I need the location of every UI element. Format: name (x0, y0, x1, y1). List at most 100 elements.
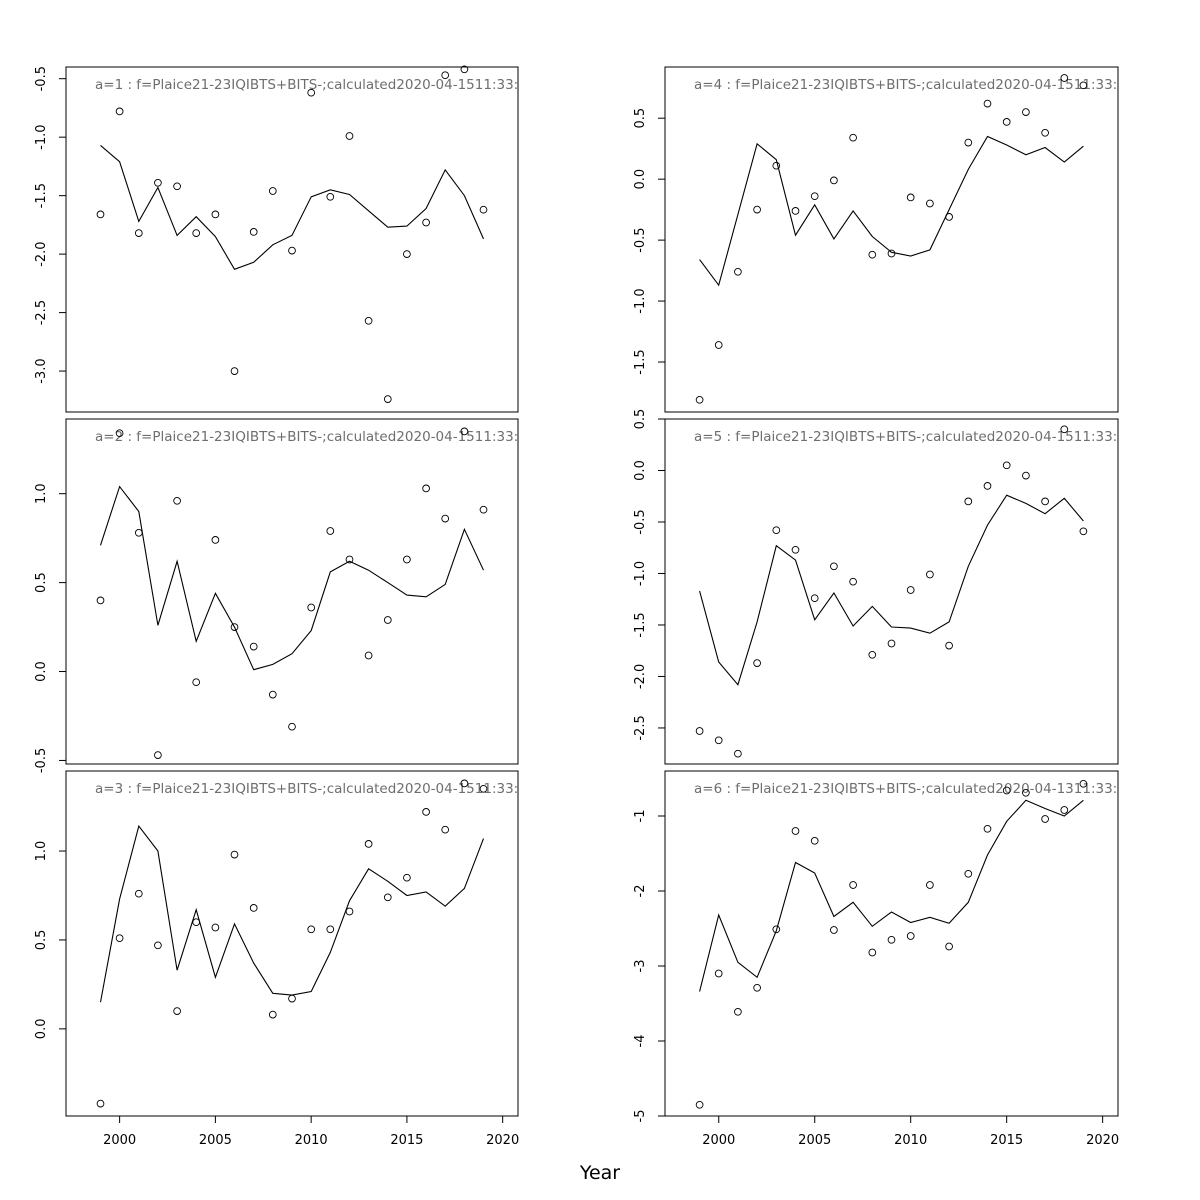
y-tick-label: 0.5 (34, 572, 49, 593)
data-point (1002, 118, 1011, 126)
y-tick-label: -0.5 (633, 227, 648, 252)
plot-frame (65, 418, 519, 765)
data-point (1022, 471, 1030, 480)
data-point (1002, 461, 1011, 470)
data-point (383, 616, 392, 624)
y-tick-label: -0.5 (34, 748, 49, 773)
panel-title: a=4 : f=Plaice21-23IQIBTS+BITS-;calculat… (694, 77, 1117, 93)
data-point (849, 133, 857, 142)
data-point (307, 88, 316, 97)
data-point (268, 690, 277, 699)
y-tick-label: -2 (633, 885, 648, 898)
y-tick-label: -3.0 (34, 358, 49, 383)
data-point (249, 642, 258, 651)
panel-5: a=5 : f=Plaice21-23IQIBTS+BITS-;calculat… (633, 409, 1119, 765)
data-point (791, 545, 800, 554)
y-tick-label: -1.5 (633, 349, 648, 374)
data-point (772, 925, 781, 934)
data-point (926, 570, 934, 579)
y-tick-label: 1.0 (34, 483, 49, 504)
data-point (479, 505, 488, 514)
data-point (479, 784, 488, 793)
data-point (1022, 108, 1030, 116)
data-point (460, 779, 469, 788)
fitted-line (699, 135, 1084, 287)
data-point (154, 751, 162, 759)
fitted-line (99, 485, 484, 671)
plot-frame (664, 418, 1119, 765)
data-point (96, 1099, 105, 1108)
data-point (906, 193, 915, 202)
x-tick-label: 2005 (199, 1133, 232, 1148)
data-point (326, 925, 335, 934)
y-tick-label: -2.0 (34, 241, 49, 266)
data-point (230, 623, 239, 631)
y-tick-label: -0.5 (633, 509, 648, 534)
data-point (849, 881, 857, 889)
data-point (810, 192, 819, 201)
x-axis-title: Year (579, 1162, 620, 1184)
panel-title: a=5 : f=Plaice21-23IQIBTS+BITS-;calculat… (694, 429, 1117, 445)
data-point (791, 207, 800, 215)
data-point (441, 71, 450, 80)
data-point (753, 205, 761, 214)
data-point (383, 893, 392, 902)
data-point (134, 889, 143, 898)
x-tick-label: 2015 (990, 1133, 1023, 1148)
data-point (96, 210, 105, 219)
data-point (326, 527, 335, 535)
data-point (134, 229, 143, 237)
data-point (288, 994, 296, 1003)
data-point (810, 594, 819, 603)
data-point (1002, 786, 1011, 795)
panel-title: a=1 : f=Plaice21-23IQIBTS+BITS-;calculat… (95, 77, 518, 93)
data-point (115, 934, 124, 943)
data-point (791, 827, 800, 835)
data-point (364, 651, 373, 660)
plot-frame (664, 66, 1119, 413)
fitted-line (699, 799, 1084, 992)
data-point (945, 942, 953, 951)
data-point (173, 496, 181, 505)
data-point (734, 267, 742, 276)
data-point (714, 341, 723, 349)
data-point (403, 250, 411, 258)
y-tick-label: 0.0 (633, 169, 648, 190)
data-point (460, 427, 469, 436)
y-tick-label: 0.0 (34, 1019, 49, 1040)
y-tick-label: 0.0 (34, 661, 49, 682)
data-point (115, 107, 124, 116)
data-point (830, 926, 838, 934)
data-point (772, 161, 781, 170)
data-point (695, 395, 704, 404)
y-tick-label: -1.5 (34, 183, 49, 208)
data-point (753, 659, 761, 667)
data-point (403, 873, 411, 882)
data-point (810, 836, 819, 845)
data-point (830, 176, 838, 185)
panel-title: a=6 : f=Plaice21-23IQIBTS+BITS-;calculat… (694, 781, 1117, 797)
panel-2: a=2 : f=Plaice21-23IQIBTS+BITS-;calculat… (34, 418, 519, 773)
panel-6: a=6 : f=Plaice21-23IQIBTS+BITS-;calculat… (633, 770, 1119, 1148)
data-point (154, 941, 162, 950)
data-point (211, 923, 220, 932)
data-point (173, 1007, 181, 1015)
y-tick-label: -1.5 (633, 612, 648, 637)
fitted-line (99, 824, 485, 1003)
x-tick-label: 2020 (486, 1133, 519, 1148)
data-point (211, 210, 220, 219)
data-point (695, 1100, 704, 1109)
panel-4: a=4 : f=Plaice21-23IQIBTS+BITS-;calculat… (633, 66, 1119, 413)
y-tick-label: -2.0 (633, 664, 648, 689)
x-tick-label: 2010 (894, 1133, 927, 1148)
data-point (345, 132, 354, 140)
data-point (1079, 779, 1088, 788)
data-point (422, 484, 430, 493)
data-point (1022, 788, 1030, 797)
panel-title: a=3 : f=Plaice21-23IQIBTS+BITS-;calculat… (95, 781, 518, 797)
x-tick-label: 2015 (390, 1133, 423, 1148)
data-point (479, 205, 488, 214)
data-point (383, 395, 392, 403)
data-point (1041, 497, 1049, 506)
